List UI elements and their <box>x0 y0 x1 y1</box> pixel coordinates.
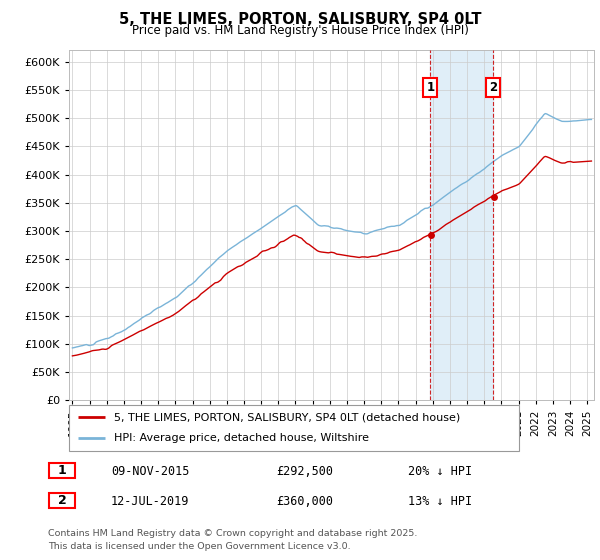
Text: 1: 1 <box>426 81 434 94</box>
Text: 5, THE LIMES, PORTON, SALISBURY, SP4 0LT (detached house): 5, THE LIMES, PORTON, SALISBURY, SP4 0LT… <box>114 412 460 422</box>
Text: 20% ↓ HPI: 20% ↓ HPI <box>408 465 472 478</box>
Text: 2: 2 <box>58 493 67 507</box>
Text: £360,000: £360,000 <box>276 494 333 508</box>
Text: Price paid vs. HM Land Registry's House Price Index (HPI): Price paid vs. HM Land Registry's House … <box>131 24 469 37</box>
Text: 1: 1 <box>58 464 67 477</box>
Text: 5, THE LIMES, PORTON, SALISBURY, SP4 0LT: 5, THE LIMES, PORTON, SALISBURY, SP4 0LT <box>119 12 481 27</box>
Text: 12-JUL-2019: 12-JUL-2019 <box>111 494 190 508</box>
Text: 09-NOV-2015: 09-NOV-2015 <box>111 465 190 478</box>
Bar <box>430 50 493 400</box>
Text: £292,500: £292,500 <box>276 465 333 478</box>
Text: 13% ↓ HPI: 13% ↓ HPI <box>408 494 472 508</box>
Text: HPI: Average price, detached house, Wiltshire: HPI: Average price, detached house, Wilt… <box>114 433 369 444</box>
Text: 2: 2 <box>489 81 497 94</box>
Text: Contains HM Land Registry data © Crown copyright and database right 2025.
This d: Contains HM Land Registry data © Crown c… <box>48 529 418 550</box>
